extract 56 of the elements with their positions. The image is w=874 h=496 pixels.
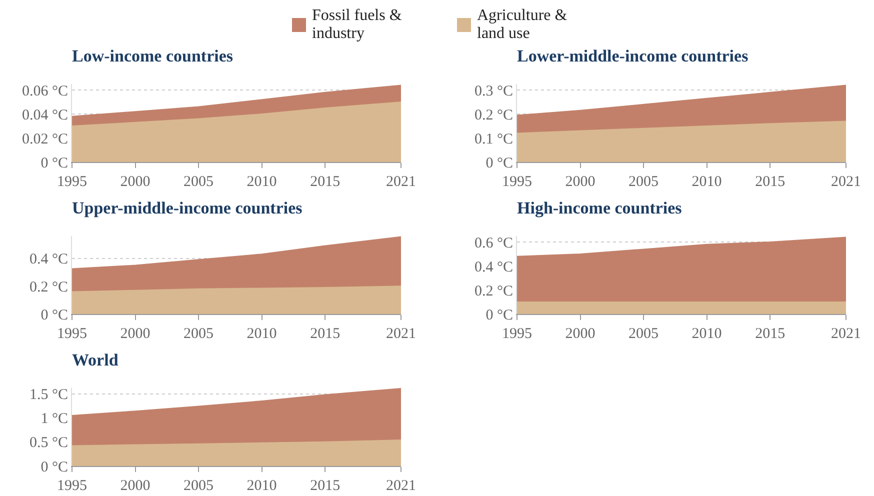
x-tick-label: 2021 (386, 478, 416, 494)
x-tick-label: 2021 (386, 174, 416, 190)
y-tick-label: 0.02 °C (22, 131, 68, 148)
y-tick-label: 0 °C (40, 459, 68, 476)
x-tick-label: 2005 (628, 174, 659, 190)
x-tick-label: 2010 (692, 174, 722, 190)
y-tick-label: 0 °C (40, 155, 68, 172)
chart-title: Lower-middle-income countries (517, 46, 749, 66)
y-tick-label: 0.1 °C (474, 131, 513, 148)
x-tick-label: 1995 (502, 174, 532, 190)
x-tick-label: 2015 (755, 326, 786, 342)
legend-label: Agriculture & land use (477, 6, 568, 44)
chart-title: World (72, 350, 119, 370)
y-tick-label: 0.5 °C (29, 435, 68, 452)
x-tick-label: 2005 (184, 326, 214, 342)
y-tick-label: 0.2 °C (474, 283, 513, 300)
x-tick-label: 2000 (565, 174, 596, 190)
x-tick-label: 2015 (755, 174, 786, 190)
x-tick-label: 2010 (246, 326, 277, 342)
x-tick-label: 2015 (310, 174, 340, 190)
legend-label: Fossil fuels & industry (312, 6, 403, 44)
y-tick-label: 0.2 °C (474, 107, 513, 124)
chart-title: High-income countries (517, 198, 682, 218)
y-tick-label: 1 °C (40, 411, 68, 428)
x-tick-label: 2015 (310, 478, 340, 494)
y-tick-label: 0.6 °C (474, 235, 513, 252)
x-tick-label: 2005 (184, 174, 214, 190)
x-tick-label: 2010 (692, 326, 722, 342)
x-tick-label: 2000 (120, 174, 150, 190)
chart-title: Upper-middle-income countries (72, 198, 303, 218)
y-tick-label: 0 °C (40, 307, 68, 324)
y-tick-label: 0.04 °C (22, 107, 68, 124)
y-tick-label: 0.4 °C (29, 252, 68, 268)
x-tick-label: 2000 (120, 326, 150, 342)
x-tick-label: 2005 (628, 326, 659, 342)
y-tick-label: 0 °C (486, 307, 513, 324)
x-tick-label: 2015 (310, 326, 340, 342)
x-tick-label: 2010 (246, 478, 277, 494)
y-tick-label: 0.4 °C (474, 259, 513, 276)
x-tick-label: 2005 (184, 478, 214, 494)
x-tick-label: 2000 (120, 478, 150, 494)
chart-title: Low-income countries (72, 46, 234, 66)
y-tick-label: 0.2 °C (29, 279, 68, 296)
x-tick-label: 2021 (831, 326, 861, 342)
y-tick-label: 1.5 °C (29, 387, 68, 404)
x-tick-label: 1995 (502, 326, 532, 342)
y-tick-label: 0.3 °C (474, 83, 513, 100)
x-tick-label: 1995 (57, 174, 87, 190)
x-tick-label: 2021 (831, 174, 861, 190)
x-tick-label: 1995 (57, 326, 87, 342)
x-tick-label: 2021 (386, 326, 416, 342)
y-tick-label: 0.06 °C (22, 83, 68, 100)
x-tick-label: 2010 (246, 174, 277, 190)
x-tick-label: 1995 (57, 478, 87, 494)
x-tick-label: 2000 (565, 326, 596, 342)
y-tick-label: 0 °C (486, 155, 513, 172)
